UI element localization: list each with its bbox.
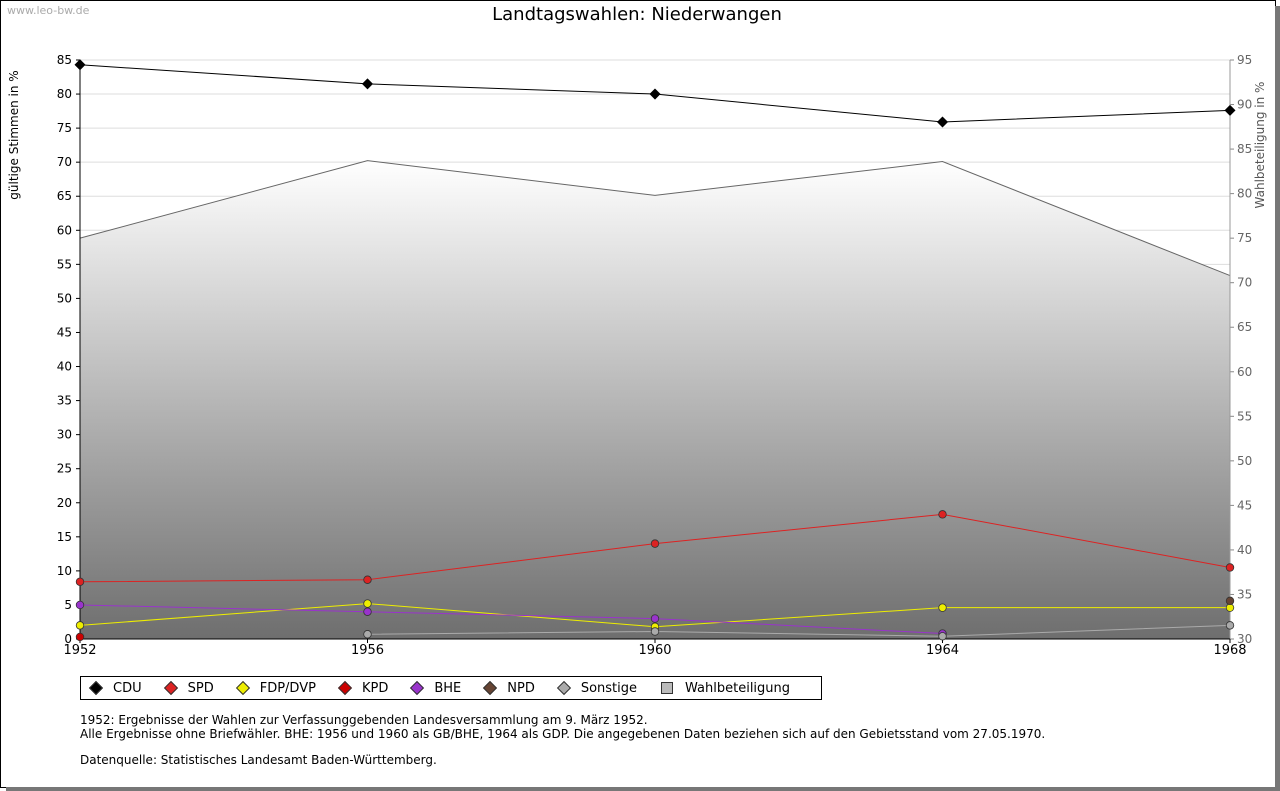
y2-tick-label: 40 (1237, 543, 1252, 557)
legend-label-wahlbeteiligung: Wahlbeteiligung (685, 680, 791, 696)
data-point-fdp-dvp (75, 621, 85, 630)
watermark: www.leo-bw.de (7, 4, 90, 17)
data-point-npd (1225, 596, 1235, 606)
y-tick-label: 25 (57, 462, 72, 476)
y-tick-label: 40 (57, 360, 72, 374)
data-point-sonstige (938, 632, 947, 641)
data-point-spd (1225, 563, 1235, 572)
data-point-spd (75, 577, 85, 586)
legend-item-bhe: BHE (410, 680, 462, 696)
turnout-line (79, 160, 1231, 277)
data-point-fdp-dvp (363, 599, 372, 608)
legend-item-sonstige: Sonstige (556, 680, 638, 696)
x-tick-label: 1952 (63, 643, 96, 658)
data-point-sonstige (1225, 621, 1235, 630)
series-line-sonstige (367, 624, 1231, 637)
chart-legend: CDU SPD FDP/DVP KPD BHE NPD Sonstige Wah… (80, 676, 822, 700)
legend-item-npd: NPD (483, 680, 535, 696)
chart-notes: 1952: Ergebnisse der Wahlen zur Verfassu… (80, 713, 1045, 767)
legend-marker-fdp (235, 680, 250, 696)
data-point-bhe (75, 600, 85, 610)
legend-marker-sonstige (556, 680, 571, 696)
y2-tick-label: 50 (1237, 454, 1252, 468)
data-point-cdu (361, 78, 374, 90)
y-tick-label: 45 (57, 325, 72, 339)
data-source: Datenquelle: Statistisches Landesamt Bad… (80, 753, 437, 767)
data-point-cdu (1224, 104, 1236, 116)
y-tick-label: 0 (64, 632, 72, 646)
note-line-2: Alle Ergebnisse ohne Briefwähler. BHE: 1… (80, 727, 1046, 741)
data-point-kpd (75, 632, 85, 642)
frame-shadow-bottom (6, 787, 1280, 791)
legend-item-cdu: CDU (88, 680, 142, 696)
y-tick-label: 80 (57, 87, 72, 101)
legend-item-wahlbeteiligung: Wahlbeteiligung (661, 681, 790, 696)
y2-tick-label: 35 (1237, 587, 1252, 601)
y2-tick-label: 70 (1237, 276, 1252, 290)
x-tick-label: 1964 (926, 643, 959, 658)
turnout-area (80, 160, 1230, 639)
y-tick-label: 5 (64, 598, 72, 612)
legend-label-bhe: BHE (434, 680, 462, 696)
data-point-bhe (363, 607, 372, 616)
y2-tick-label: 75 (1237, 231, 1252, 245)
series-line-bhe (79, 604, 943, 635)
y2-tick-label: 90 (1237, 98, 1252, 112)
legend-marker-cdu (88, 680, 104, 696)
y-tick-label: 85 (57, 53, 72, 67)
y-tick-label: 60 (57, 223, 72, 237)
data-point-sonstige (363, 630, 372, 639)
y2-tick-label: 55 (1237, 409, 1252, 423)
x-tick-label: 1960 (638, 643, 671, 658)
y-tick-label: 10 (57, 564, 72, 578)
data-point-bhe (650, 614, 660, 623)
y2-tick-label: 60 (1237, 365, 1252, 379)
data-point-spd (938, 510, 947, 519)
legend-label-npd: NPD (507, 680, 535, 696)
data-point-spd (363, 575, 372, 584)
y-tick-label: 35 (57, 394, 72, 408)
data-point-spd (650, 539, 660, 548)
y-tick-label: 70 (57, 155, 72, 169)
legend-item-kpd: KPD (337, 680, 389, 696)
legend-label-kpd: KPD (361, 680, 389, 696)
y-tick-label: 20 (57, 496, 72, 510)
legend-item-spd: SPD (163, 680, 214, 696)
data-point-sonstige (650, 627, 660, 636)
y2-tick-label: 30 (1237, 632, 1252, 646)
legend-item-fdp: FDP/DVP (235, 680, 316, 696)
y2-tick-label: 80 (1237, 187, 1252, 201)
legend-marker-spd (163, 680, 178, 696)
y2-tick-label: 45 (1237, 498, 1252, 512)
legend-label-spd: SPD (187, 680, 214, 696)
data-point-fdp-dvp (938, 603, 947, 612)
legend-marker-kpd (337, 680, 353, 696)
data-point-cdu (649, 88, 661, 100)
legend-label-cdu: CDU (113, 680, 142, 696)
frame-shadow-right (1275, 6, 1280, 791)
x-tick-label: 1968 (1213, 643, 1246, 658)
legend-marker-wahlbeteiligung (661, 682, 674, 694)
y-tick-label: 65 (57, 189, 72, 203)
y2-tick-label: 95 (1237, 53, 1252, 67)
y-tick-label: 75 (57, 121, 72, 135)
legend-label-fdp: FDP/DVP (259, 680, 316, 696)
y2-tick-label: 85 (1237, 142, 1252, 156)
legend-marker-npd (483, 680, 498, 696)
y2-tick-label: 65 (1237, 320, 1252, 334)
chart-title: Landtagswahlen: Niederwangen (492, 4, 782, 25)
data-point-cdu (936, 116, 949, 128)
note-line-1: 1952: Ergebnisse der Wahlen zur Verfassu… (80, 713, 648, 727)
y-tick-label: 50 (57, 291, 72, 305)
y-tick-label: 30 (57, 428, 72, 442)
y-tick-label: 55 (57, 257, 72, 271)
legend-label-sonstige: Sonstige (580, 680, 638, 696)
x-tick-label: 1956 (351, 643, 384, 658)
data-point-cdu (74, 59, 86, 71)
y-tick-label: 15 (57, 530, 72, 544)
legend-marker-bhe (410, 680, 425, 696)
